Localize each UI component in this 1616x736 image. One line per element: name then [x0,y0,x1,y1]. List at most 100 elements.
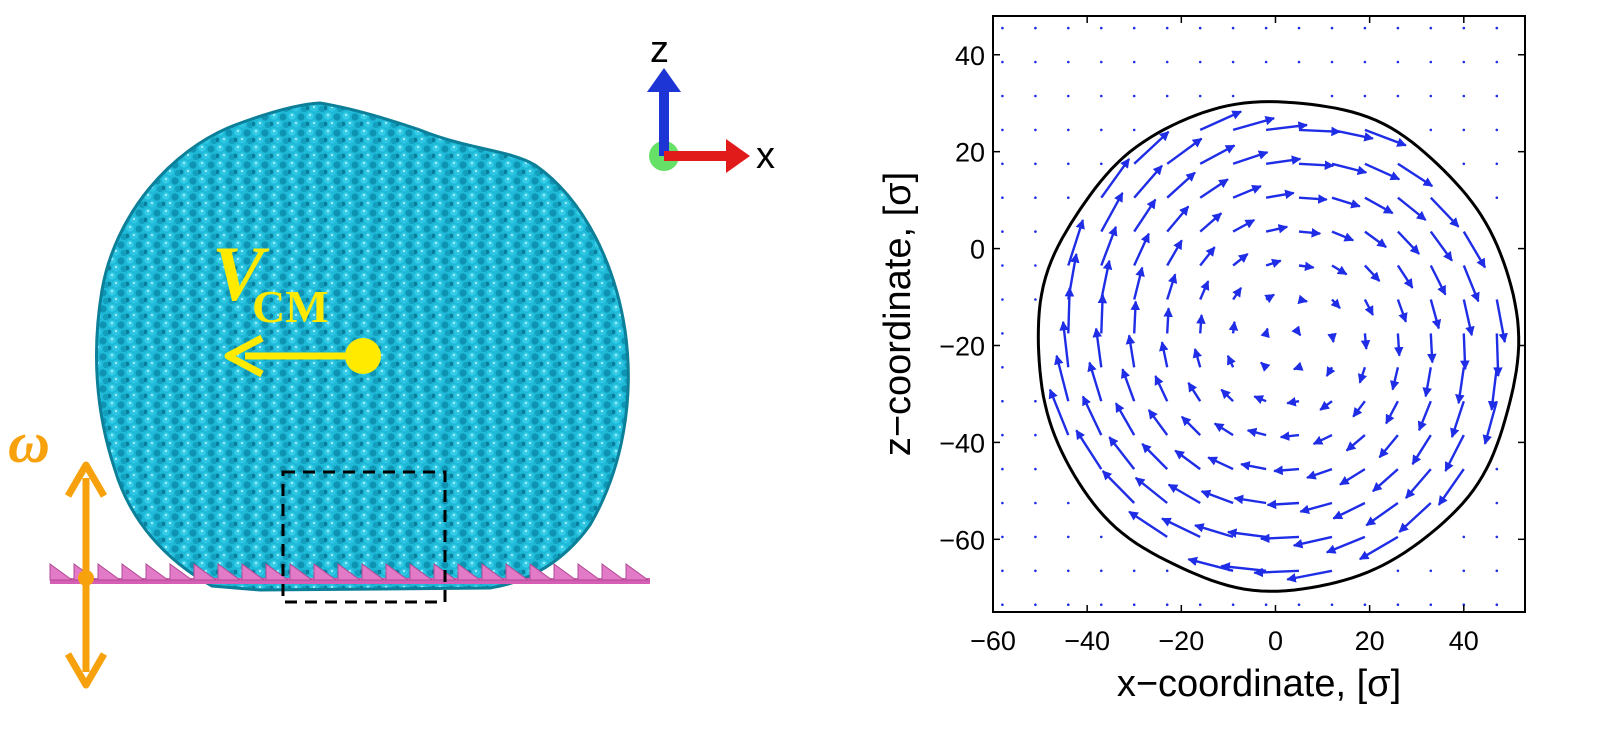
substrate-tooth [601,563,626,581]
grid-point [1231,603,1235,606]
grid-point [1067,501,1070,505]
grid-point [1001,535,1004,539]
grid-point [1067,94,1070,98]
velocity-vector [1331,196,1361,209]
grid-point [1330,26,1334,30]
velocity-vector [1437,468,1465,506]
velocity-vector [1133,164,1163,199]
velocity-vector [1306,467,1333,480]
velocity-vector [1054,354,1070,402]
x-tick-label: 40 [1449,626,1479,656]
velocity-vector [1133,232,1150,266]
velocity-vector [1166,239,1183,267]
velocity-vector [1364,230,1387,249]
velocity-vector [1167,483,1201,505]
velocity-vector [1357,366,1368,384]
velocity-vector [1207,456,1234,471]
grid-point [1001,264,1004,267]
grid-point [1001,128,1004,132]
velocity-vectors [1048,110,1508,583]
velocity-vector [1398,502,1432,533]
grid-point [1462,569,1466,573]
grid-point [1034,501,1037,505]
velocity-vector [1199,110,1242,131]
velocity-vector [1133,130,1170,165]
substrate-oscillation: ω [8,410,108,689]
velocity-vector [1075,429,1103,470]
substrate-tooth [529,563,554,581]
grid-point [1264,26,1268,30]
velocity-vector [1331,162,1368,176]
grid-point [1495,569,1499,573]
simulation-snapshot: V CM ω z x [8,29,775,689]
grid-point [1429,26,1433,30]
velocity-vector [1427,333,1437,364]
grid-point [1132,569,1136,573]
velocity-vector [1396,264,1414,289]
grid-point [1034,60,1037,64]
vcm-subscript: CM [252,281,329,332]
velocity-vector [1360,333,1371,350]
grid-point [1330,60,1334,64]
substrate-tooth [289,563,314,581]
velocity-vector [1429,196,1460,228]
y-axis-title: z−coordinate, [σ] [877,172,919,456]
grid-point [1429,569,1433,573]
velocity-vector [1325,366,1336,377]
grid-point [1067,196,1070,199]
velocity-vector [1331,230,1355,242]
grid-point [1067,60,1070,64]
grid-point [1001,569,1004,573]
grid-point [1462,26,1466,30]
velocity-vector [1279,431,1300,441]
grid-point [1396,569,1400,573]
grid-point [1231,26,1235,30]
velocity-vector [1092,327,1103,368]
velocity-vector [1298,261,1315,272]
velocity-vector [1417,400,1432,432]
grid-point [1100,569,1103,573]
grid-point [1165,569,1169,573]
grid-point [1067,128,1070,132]
vcm-symbol: V [212,230,270,317]
substrate-tooth [457,563,482,581]
velocity-vector [1429,299,1442,330]
velocity-vector [1128,510,1168,538]
velocity-vector [1330,298,1341,310]
grid-point [1067,26,1070,30]
velocity-vector [1286,397,1300,407]
velocity-vector [1312,434,1333,445]
velocity-vector [1397,230,1420,255]
velocity-vector [1100,225,1118,266]
grid-point [1495,603,1499,606]
grid-point [1001,603,1004,606]
velocity-vector [1228,320,1239,334]
velocity-vector [1298,160,1335,171]
grid-point [1462,128,1466,132]
grid-point [1297,60,1301,64]
y-tick-label: −20 [939,331,985,361]
grid-point [1297,26,1301,30]
grid-point [1198,60,1202,64]
grid-point [1034,298,1037,301]
substrate-tooth [553,563,578,581]
velocity-vector [1273,465,1300,476]
velocity-vector [1101,470,1136,504]
velocity-vector [1363,298,1374,316]
grid-point [1034,433,1037,437]
velocity-vector [1325,535,1366,554]
velocity-vector [1108,436,1136,470]
grid-point [1001,501,1004,505]
velocity-vector [1364,264,1381,282]
velocity-vector [1130,300,1141,334]
grid-point [1100,603,1103,606]
grid-point [1034,467,1037,471]
grid-point [1495,26,1499,30]
grid-point [1034,230,1037,233]
grid-point [1264,60,1268,64]
x-ticks: −60 −40 −20 0 20 40 [970,16,1479,656]
grid-point [1067,535,1070,539]
y-tick-label: −40 [939,428,985,458]
velocity-vector [1226,528,1267,539]
velocity-vector [1196,314,1206,334]
